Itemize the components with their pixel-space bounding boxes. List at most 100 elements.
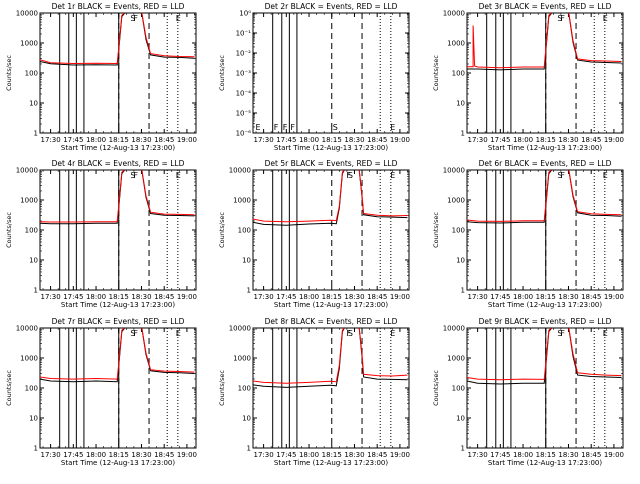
flag-marker-label: E (390, 329, 395, 338)
x-tick-label: 17:30 (41, 293, 61, 301)
x-tick-label: 18:30 (344, 136, 364, 144)
y-axis-label: Counts/sec (218, 212, 226, 248)
x-tick-label: 17:30 (254, 136, 274, 144)
x-tick-label: 18:15 (109, 293, 129, 301)
y-axis-label: Counts/sec (5, 370, 13, 406)
x-tick-label: 18:45 (581, 293, 601, 301)
flag-marker-label: F (560, 171, 565, 180)
x-tick-label: 17:30 (468, 451, 488, 459)
x-tick-label: 18:45 (154, 451, 174, 459)
flag-marker-label: F (274, 123, 279, 132)
y-tick-label: 100 (25, 385, 38, 393)
x-tick-label: 18:45 (367, 451, 387, 459)
x-tick-label: 18:15 (536, 451, 556, 459)
x-axis-label: Start Time (12-Aug-13 17:23:00) (61, 144, 175, 152)
x-tick-label: 17:30 (41, 136, 61, 144)
plot-frame (39, 12, 197, 134)
y-tick-label: 1000 (233, 197, 251, 205)
y-tick-label: 1000 (20, 197, 38, 205)
y-tick-label: 10000 (16, 10, 38, 18)
plot-frame (252, 169, 410, 291)
chart-title: Det 1r BLACK = Events, RED = LLD (52, 2, 185, 11)
chart-panel-9: Det 9r BLACK = Events, RED = LLD 1 10 100 10… (432, 317, 624, 467)
x-tick-label: 18:00 (86, 136, 106, 144)
series-line-events (467, 328, 622, 385)
y-tick-label: 1 (461, 130, 465, 138)
flag-marker-label: F (133, 171, 138, 180)
x-tick-label: 18:00 (86, 451, 106, 459)
x-tick-label: 18:45 (581, 136, 601, 144)
y-tick-label: 10000 (443, 325, 465, 333)
flag-marker-label: E (176, 329, 181, 338)
y-tick-label: 100 (238, 385, 251, 393)
chart-title: Det 3r BLACK = Events, RED = LLD (479, 2, 612, 11)
plot-frame (466, 169, 624, 291)
flag-marker-label: E (603, 329, 608, 338)
y-tick-label: 10000 (229, 325, 251, 333)
x-tick-label: 18:30 (131, 136, 151, 144)
x-tick-label: 19:00 (604, 293, 624, 301)
y-tick-label: 10000 (443, 10, 465, 18)
x-tick-label: 18:00 (513, 136, 533, 144)
series-line-events (40, 13, 195, 66)
x-tick-label: 18:00 (513, 293, 533, 301)
chart-title: Det 2r BLACK = Events, RED = LLD (265, 2, 398, 11)
y-tick-label: 10000 (229, 167, 251, 175)
x-tick-label: 17:30 (468, 136, 488, 144)
x-tick-label: 17:45 (490, 293, 510, 301)
series-line-lld (467, 13, 622, 69)
x-tick-label: 18:15 (536, 136, 556, 144)
x-tick-label: 18:45 (367, 293, 387, 301)
x-tick-label: 18:30 (558, 136, 578, 144)
flag-marker-label: E (603, 171, 608, 180)
plot-frame (39, 327, 197, 449)
series-line-lld (40, 13, 195, 65)
series-line-lld (253, 328, 408, 384)
y-axis-label: Counts/sec (218, 370, 226, 406)
plot-area (467, 328, 622, 448)
flag-marker-label: E (390, 171, 395, 180)
y-axis-label: Counts/sec (432, 370, 440, 406)
y-tick-label: 10⁻⁶ (236, 130, 252, 138)
y-tick-label: 10 (456, 415, 465, 423)
y-tick-label: 1000 (233, 355, 251, 363)
x-tick-label: 19:00 (604, 136, 624, 144)
x-tick-label: 18:45 (154, 293, 174, 301)
x-tick-label: 19:00 (177, 136, 197, 144)
flag-marker-label: E (603, 14, 608, 23)
x-axis-label: Start Time (12-Aug-13 17:23:00) (274, 459, 388, 467)
x-tick-label: 18:30 (558, 451, 578, 459)
flag-marker-label: F (133, 329, 138, 338)
chart-title: Det 9r BLACK = Events, RED = LLD (479, 317, 612, 326)
series-line-lld (467, 328, 622, 381)
y-tick-label: 10 (242, 257, 251, 265)
series-line-events (40, 170, 195, 225)
y-tick-label: 10⁻³ (236, 70, 252, 78)
y-tick-label: 10 (242, 415, 251, 423)
x-tick-label: 18:45 (367, 136, 387, 144)
flag-marker-label: S (348, 171, 353, 180)
y-tick-label: 100 (25, 70, 38, 78)
chart-title: Det 7r BLACK = Events, RED = LLD (52, 317, 185, 326)
plot-area (40, 328, 195, 448)
x-tick-label: 17:45 (276, 136, 296, 144)
flag-marker-label: S (130, 14, 135, 23)
series-line-lld (467, 170, 622, 222)
x-tick-label: 18:00 (299, 451, 319, 459)
plot-area (253, 170, 408, 290)
flag-marker-label: F (560, 14, 565, 23)
y-tick-label: 100 (452, 70, 465, 78)
flag-marker-label: S (557, 171, 562, 180)
y-tick-label: 10⁻⁴ (236, 90, 252, 98)
series-line-lld (253, 170, 408, 223)
chart-panel-5: Det 5r BLACK = Events, RED = LLD 1 10 100 10… (218, 159, 410, 309)
y-tick-label: 10⁰ (239, 10, 251, 18)
y-tick-label: 1 (34, 445, 38, 453)
chart-title: Det 4r BLACK = Events, RED = LLD (52, 159, 185, 168)
x-tick-label: 18:30 (131, 451, 151, 459)
series-line-events (253, 328, 408, 388)
x-tick-label: 18:30 (344, 293, 364, 301)
x-tick-label: 18:15 (322, 293, 342, 301)
x-tick-label: 18:15 (322, 136, 342, 144)
y-tick-label: 1000 (447, 197, 465, 205)
